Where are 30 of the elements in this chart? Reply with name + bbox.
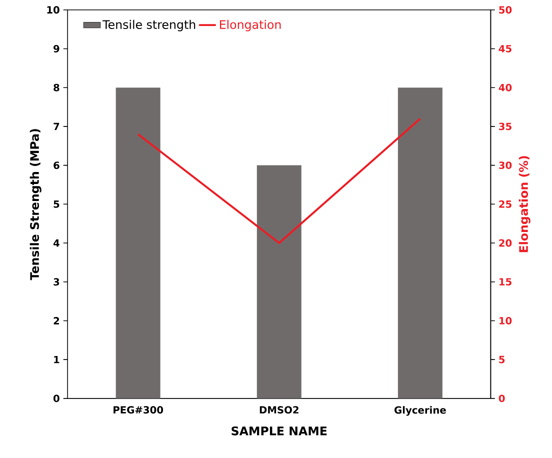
y-tick-label: 1: [54, 356, 60, 364]
x-axis-title: SAMPLE NAME: [232, 426, 327, 436]
y2-tick-label: 30: [499, 162, 512, 170]
y-tick-label: 9: [54, 45, 60, 53]
x-tick-label: PEG#300: [114, 406, 164, 414]
legend-label: Elongation: [220, 20, 281, 32]
y2-tick-label: 20: [499, 239, 512, 247]
y-tick-label: 2: [54, 317, 60, 324]
y2-tick-label: 10: [500, 317, 512, 325]
y2-tick-label: 45: [498, 45, 512, 53]
y2-tick-label: 40: [498, 84, 512, 92]
y-tick-label: 5: [54, 200, 60, 208]
y2-tick-label: 15: [500, 278, 512, 286]
legend-label: Tensile strength: [102, 20, 196, 32]
y-axis-title: Tensile Strength (MPa): [30, 129, 42, 280]
y2-axis-title: Elongation (%): [518, 156, 530, 252]
y-tick-label: 3: [54, 278, 60, 286]
y2-tick-label: 5: [499, 356, 505, 364]
y-tick-label: 8: [54, 84, 60, 92]
y2-tick-label: 50: [499, 6, 512, 14]
x-tick-label: DMSO2: [260, 406, 298, 414]
x-tick-label: Glycerine: [394, 406, 446, 416]
y-tick-label: 7: [54, 122, 60, 130]
y-tick-label: 4: [53, 240, 60, 247]
y-tick-label: 0: [54, 394, 60, 402]
y-tick-label: 10: [47, 6, 60, 14]
y2-tick-label: 25: [499, 200, 512, 208]
y2-tick-label: 0: [498, 394, 505, 402]
y-tick-label: 6: [54, 162, 60, 170]
y2-tick-label: 35: [499, 122, 512, 130]
